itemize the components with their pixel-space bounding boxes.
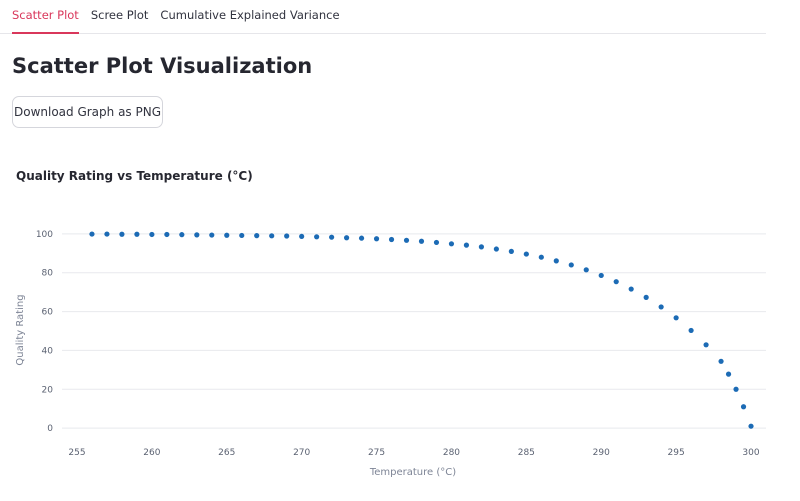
data-point xyxy=(478,244,485,250)
chart-title: Quality Rating vs Temperature (°C) xyxy=(16,169,253,183)
data-point xyxy=(179,232,185,238)
data-point xyxy=(703,342,709,348)
data-point xyxy=(433,239,440,246)
data-point xyxy=(553,258,559,264)
data-point xyxy=(254,233,260,239)
tab-scatter-plot[interactable]: Scatter Plot xyxy=(12,0,79,34)
data-point xyxy=(748,423,754,429)
data-point xyxy=(538,254,544,260)
data-point xyxy=(418,238,425,244)
y-axis-title: Quality Rating xyxy=(15,294,26,365)
x-tick-label: 260 xyxy=(143,448,160,458)
data-point xyxy=(314,234,320,240)
data-point xyxy=(269,233,275,239)
scatter-chart: 0 20 40 60 80 100 255 260 265 270 275 280 285 290 295… xyxy=(15,230,766,478)
data-point xyxy=(740,404,747,410)
data-point xyxy=(725,371,732,377)
x-tick-labels: 255 260 265 270 275 280 285 290 295 300 xyxy=(68,448,759,458)
data-point xyxy=(568,262,574,268)
data-point xyxy=(388,236,395,243)
data-point xyxy=(224,232,230,238)
x-tick-label: 285 xyxy=(518,448,535,458)
data-point xyxy=(718,358,724,364)
y-tick-label: 100 xyxy=(36,230,53,240)
data-point xyxy=(164,231,170,238)
chart-grid xyxy=(62,233,766,429)
data-point xyxy=(89,231,95,237)
data-point xyxy=(448,241,455,247)
data-point xyxy=(299,233,305,240)
data-point xyxy=(493,246,499,252)
data-point xyxy=(119,231,125,237)
data-point xyxy=(239,232,245,239)
data-point xyxy=(598,272,604,279)
data-point xyxy=(463,242,470,248)
data-point xyxy=(523,251,529,257)
data-point xyxy=(373,236,380,242)
data-point xyxy=(583,267,589,273)
data-point xyxy=(688,327,694,334)
data-point xyxy=(149,231,155,238)
x-tick-label: 295 xyxy=(668,448,685,458)
x-axis-title: Temperature (°C) xyxy=(369,467,456,478)
x-tick-label: 270 xyxy=(293,448,310,458)
scatter-points xyxy=(89,231,754,429)
data-point xyxy=(358,235,365,241)
data-point xyxy=(658,304,664,310)
data-point xyxy=(284,233,290,239)
data-point xyxy=(643,294,649,300)
x-tick-label: 255 xyxy=(68,448,85,458)
y-tick-label: 0 xyxy=(47,424,53,434)
data-point xyxy=(673,315,679,321)
data-point xyxy=(134,231,140,237)
y-tick-label: 20 xyxy=(42,385,54,395)
download-graph-button[interactable]: Download Graph as PNG xyxy=(12,96,163,128)
data-point xyxy=(508,248,514,254)
page-title: Scatter Plot Visualization xyxy=(12,54,313,78)
data-point xyxy=(104,231,110,237)
tab-bar: Scatter Plot Scree Plot Cumulative Expla… xyxy=(0,0,766,34)
data-point xyxy=(194,232,200,238)
data-point xyxy=(733,386,739,392)
y-tick-label: 80 xyxy=(42,269,54,279)
data-point xyxy=(403,237,410,243)
x-tick-label: 290 xyxy=(593,448,610,458)
x-tick-label: 265 xyxy=(218,448,235,458)
x-tick-label: 300 xyxy=(742,448,759,458)
tab-scree-plot[interactable]: Scree Plot xyxy=(90,8,149,22)
x-tick-label: 280 xyxy=(443,448,460,458)
data-point xyxy=(613,279,619,285)
data-point xyxy=(329,234,335,240)
y-tick-label: 60 xyxy=(42,308,54,318)
y-tick-label: 40 xyxy=(42,346,54,356)
x-tick-label: 275 xyxy=(368,448,385,458)
data-point xyxy=(209,232,215,238)
data-point xyxy=(628,286,634,292)
y-tick-labels: 0 20 40 60 80 100 xyxy=(36,230,53,434)
tab-cumulative-explained-variance[interactable]: Cumulative Explained Variance xyxy=(160,8,340,22)
data-point xyxy=(343,235,350,241)
